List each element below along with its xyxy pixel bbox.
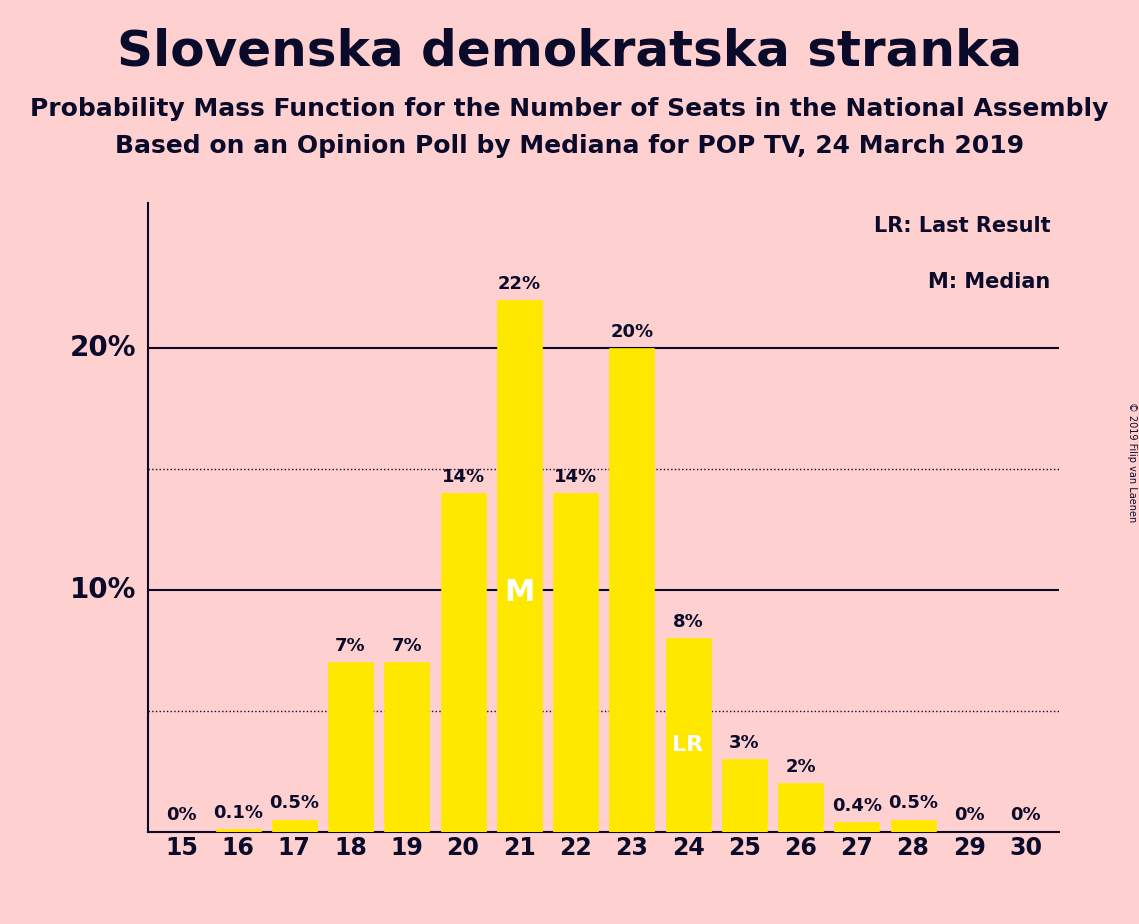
Text: 10%: 10%: [71, 576, 137, 604]
Bar: [665, 638, 711, 832]
Bar: [891, 820, 935, 832]
Text: 20%: 20%: [71, 334, 137, 362]
Bar: [384, 663, 429, 832]
Bar: [497, 300, 542, 832]
Text: LR: Last Result: LR: Last Result: [874, 216, 1050, 236]
Bar: [554, 493, 598, 832]
Text: Slovenska demokratska stranka: Slovenska demokratska stranka: [117, 28, 1022, 76]
Text: 2%: 2%: [785, 758, 816, 776]
Bar: [215, 829, 261, 832]
Text: 14%: 14%: [554, 468, 597, 486]
Bar: [834, 822, 879, 832]
Text: 0%: 0%: [954, 807, 984, 824]
Bar: [722, 760, 767, 832]
Text: 7%: 7%: [392, 638, 423, 655]
Text: © 2019 Filip van Laenen: © 2019 Filip van Laenen: [1126, 402, 1137, 522]
Text: 7%: 7%: [335, 638, 366, 655]
Text: 14%: 14%: [442, 468, 484, 486]
Bar: [328, 663, 374, 832]
Text: Based on an Opinion Poll by Mediana for POP TV, 24 March 2019: Based on an Opinion Poll by Mediana for …: [115, 134, 1024, 158]
Bar: [441, 493, 485, 832]
Text: 0.4%: 0.4%: [831, 796, 882, 815]
Text: 0.5%: 0.5%: [888, 795, 939, 812]
Bar: [272, 820, 317, 832]
Bar: [778, 784, 823, 832]
Text: 3%: 3%: [729, 734, 760, 752]
Text: 20%: 20%: [611, 323, 654, 341]
Text: LR: LR: [672, 735, 704, 755]
Text: M: M: [505, 578, 534, 607]
Text: M: Median: M: Median: [928, 273, 1050, 292]
Bar: [609, 348, 654, 832]
Text: 8%: 8%: [673, 613, 704, 631]
Text: 0.1%: 0.1%: [213, 804, 263, 822]
Text: 0.5%: 0.5%: [269, 795, 319, 812]
Text: Probability Mass Function for the Number of Seats in the National Assembly: Probability Mass Function for the Number…: [31, 97, 1108, 121]
Text: 0%: 0%: [166, 807, 197, 824]
Text: 22%: 22%: [498, 274, 541, 293]
Text: 0%: 0%: [1010, 807, 1041, 824]
